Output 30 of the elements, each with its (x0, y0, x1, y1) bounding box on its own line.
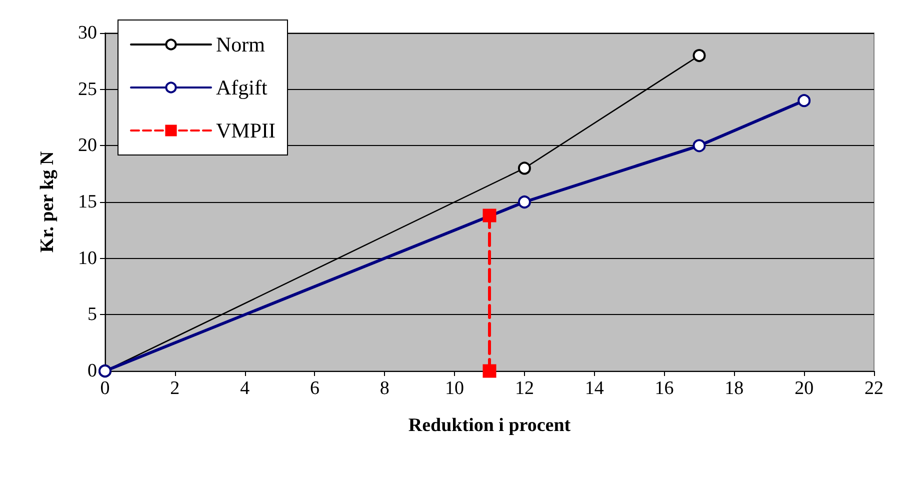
legend-label: Norm (216, 32, 265, 56)
x-tick-label: 4 (240, 378, 250, 399)
x-tick-label: 8 (380, 378, 390, 399)
point (798, 94, 811, 108)
x-tick-label: 10 (445, 378, 464, 399)
point (692, 49, 706, 62)
point (518, 196, 531, 208)
y-tick-label: 30 (78, 22, 97, 44)
x-tick-label: 12 (514, 378, 534, 399)
y-tick-label: 15 (78, 192, 97, 212)
point (518, 162, 531, 175)
x-tick-label: 22 (864, 378, 884, 399)
legend-label: VMPII (216, 118, 276, 142)
x-tick-label: 2 (170, 378, 180, 399)
y-tick-label: 25 (78, 78, 97, 100)
y-tick-label: 0 (88, 360, 97, 382)
y-tick-label: 20 (78, 135, 97, 156)
x-tick-label: 18 (724, 378, 744, 399)
y-axis-title: Kr. per kg N (37, 151, 58, 253)
legend-label: Afgift (216, 76, 268, 100)
point (482, 208, 496, 222)
x-axis-title: Reduktion i procent (408, 415, 572, 436)
point (482, 364, 496, 378)
y-tick-label: 5 (88, 304, 97, 326)
y-tick-label: 10 (78, 248, 97, 269)
x-tick-label: 16 (654, 378, 674, 399)
x-tick-label: 6 (310, 378, 320, 399)
point (692, 139, 706, 152)
x-tick-label: 14 (584, 378, 604, 399)
x-tick-label: 20 (794, 378, 814, 399)
